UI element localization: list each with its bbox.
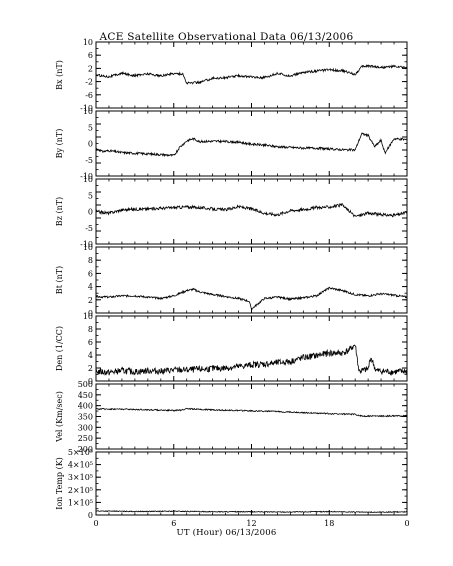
data-trace-3 [95, 286, 408, 310]
chart-title: ACE Satellite Observational Data 06/13/2… [99, 31, 354, 43]
y-tick-label: 1×10⁵ [68, 498, 93, 507]
y-tick-label: 0 [88, 377, 93, 386]
data-trace-1 [95, 132, 408, 158]
y-tick-label: -6 [85, 91, 93, 100]
y-tick-label: 10 [83, 38, 93, 47]
y-tick-label: 5×10⁵ [68, 448, 93, 457]
data-trace-2 [95, 202, 408, 218]
y-tick-label: 10 [83, 107, 93, 116]
y-tick-label: 8 [88, 256, 93, 265]
panel-frame [95, 383, 408, 450]
data-trace-0 [95, 64, 408, 85]
y-tick-label: 0 [88, 208, 93, 217]
y-tick-label: 6 [88, 338, 93, 347]
y-tick-label: 0 [88, 309, 93, 318]
y-axis-label: Bt (nT) [55, 266, 64, 294]
y-axis-label: Bx (nT) [55, 60, 64, 90]
y-tick-label: 2 [88, 364, 93, 373]
y-tick-label: 450 [78, 391, 93, 400]
y-tick-label: 5 [88, 123, 93, 132]
panel-frame [95, 110, 408, 177]
panel-frame [95, 246, 408, 314]
x-tick-label: 0 [404, 519, 409, 528]
y-tick-label: 2 [88, 64, 93, 73]
y-tick-label: 2 [88, 296, 93, 305]
y-tick-label: 6 [88, 269, 93, 278]
y-tick-label: -5 [85, 156, 93, 165]
y-axis-label: Bz (nT) [55, 197, 64, 226]
y-tick-label: 200 [78, 445, 93, 454]
y-tick-label: -5 [85, 224, 93, 233]
y-tick-label: -2 [85, 78, 93, 87]
y-tick-label: 3×10⁵ [68, 473, 93, 482]
y-tick-label: 8 [88, 325, 93, 334]
y-tick-label: 350 [78, 413, 93, 422]
y-axis-label: Den (1/CC) [55, 326, 64, 371]
y-tick-label: 0 [88, 511, 93, 520]
x-tick-label: 6 [171, 519, 176, 528]
y-tick-label: 10 [83, 175, 93, 184]
x-tick-label: 18 [324, 519, 334, 528]
y-tick-label: 400 [78, 402, 93, 411]
y-tick-label: 10 [83, 243, 93, 252]
data-trace-4 [95, 344, 408, 376]
y-tick-label: 4 [88, 283, 93, 292]
y-tick-label: -10 [80, 172, 93, 181]
panel-frame [95, 451, 408, 516]
y-tick-label: 5 [88, 191, 93, 200]
x-tick-label: 0 [93, 519, 98, 528]
panel-frame [95, 178, 408, 245]
y-tick-label: 4 [88, 351, 93, 360]
x-tick-label: 12 [246, 519, 256, 528]
y-tick-label: 10 [83, 312, 93, 321]
y-axis-label: Ion Temp (K) [55, 457, 64, 510]
x-axis-label: UT (Hour) 06/13/2006 [176, 528, 277, 538]
y-axis-label: By (nT) [55, 129, 64, 159]
y-tick-label: -10 [80, 104, 93, 113]
y-tick-label: 300 [78, 423, 93, 432]
y-tick-label: 500 [78, 380, 93, 389]
y-tick-label: -10 [80, 240, 93, 249]
y-tick-label: 6 [88, 51, 93, 60]
y-tick-label: 250 [78, 434, 93, 443]
y-tick-label: 4×10⁵ [68, 461, 93, 470]
data-trace-5 [95, 407, 408, 418]
y-axis-label: Vel (Km/sec) [55, 391, 64, 443]
y-tick-label: 0 [88, 140, 93, 149]
y-tick-label: 2×10⁵ [68, 486, 93, 495]
data-trace-6 [95, 510, 408, 514]
